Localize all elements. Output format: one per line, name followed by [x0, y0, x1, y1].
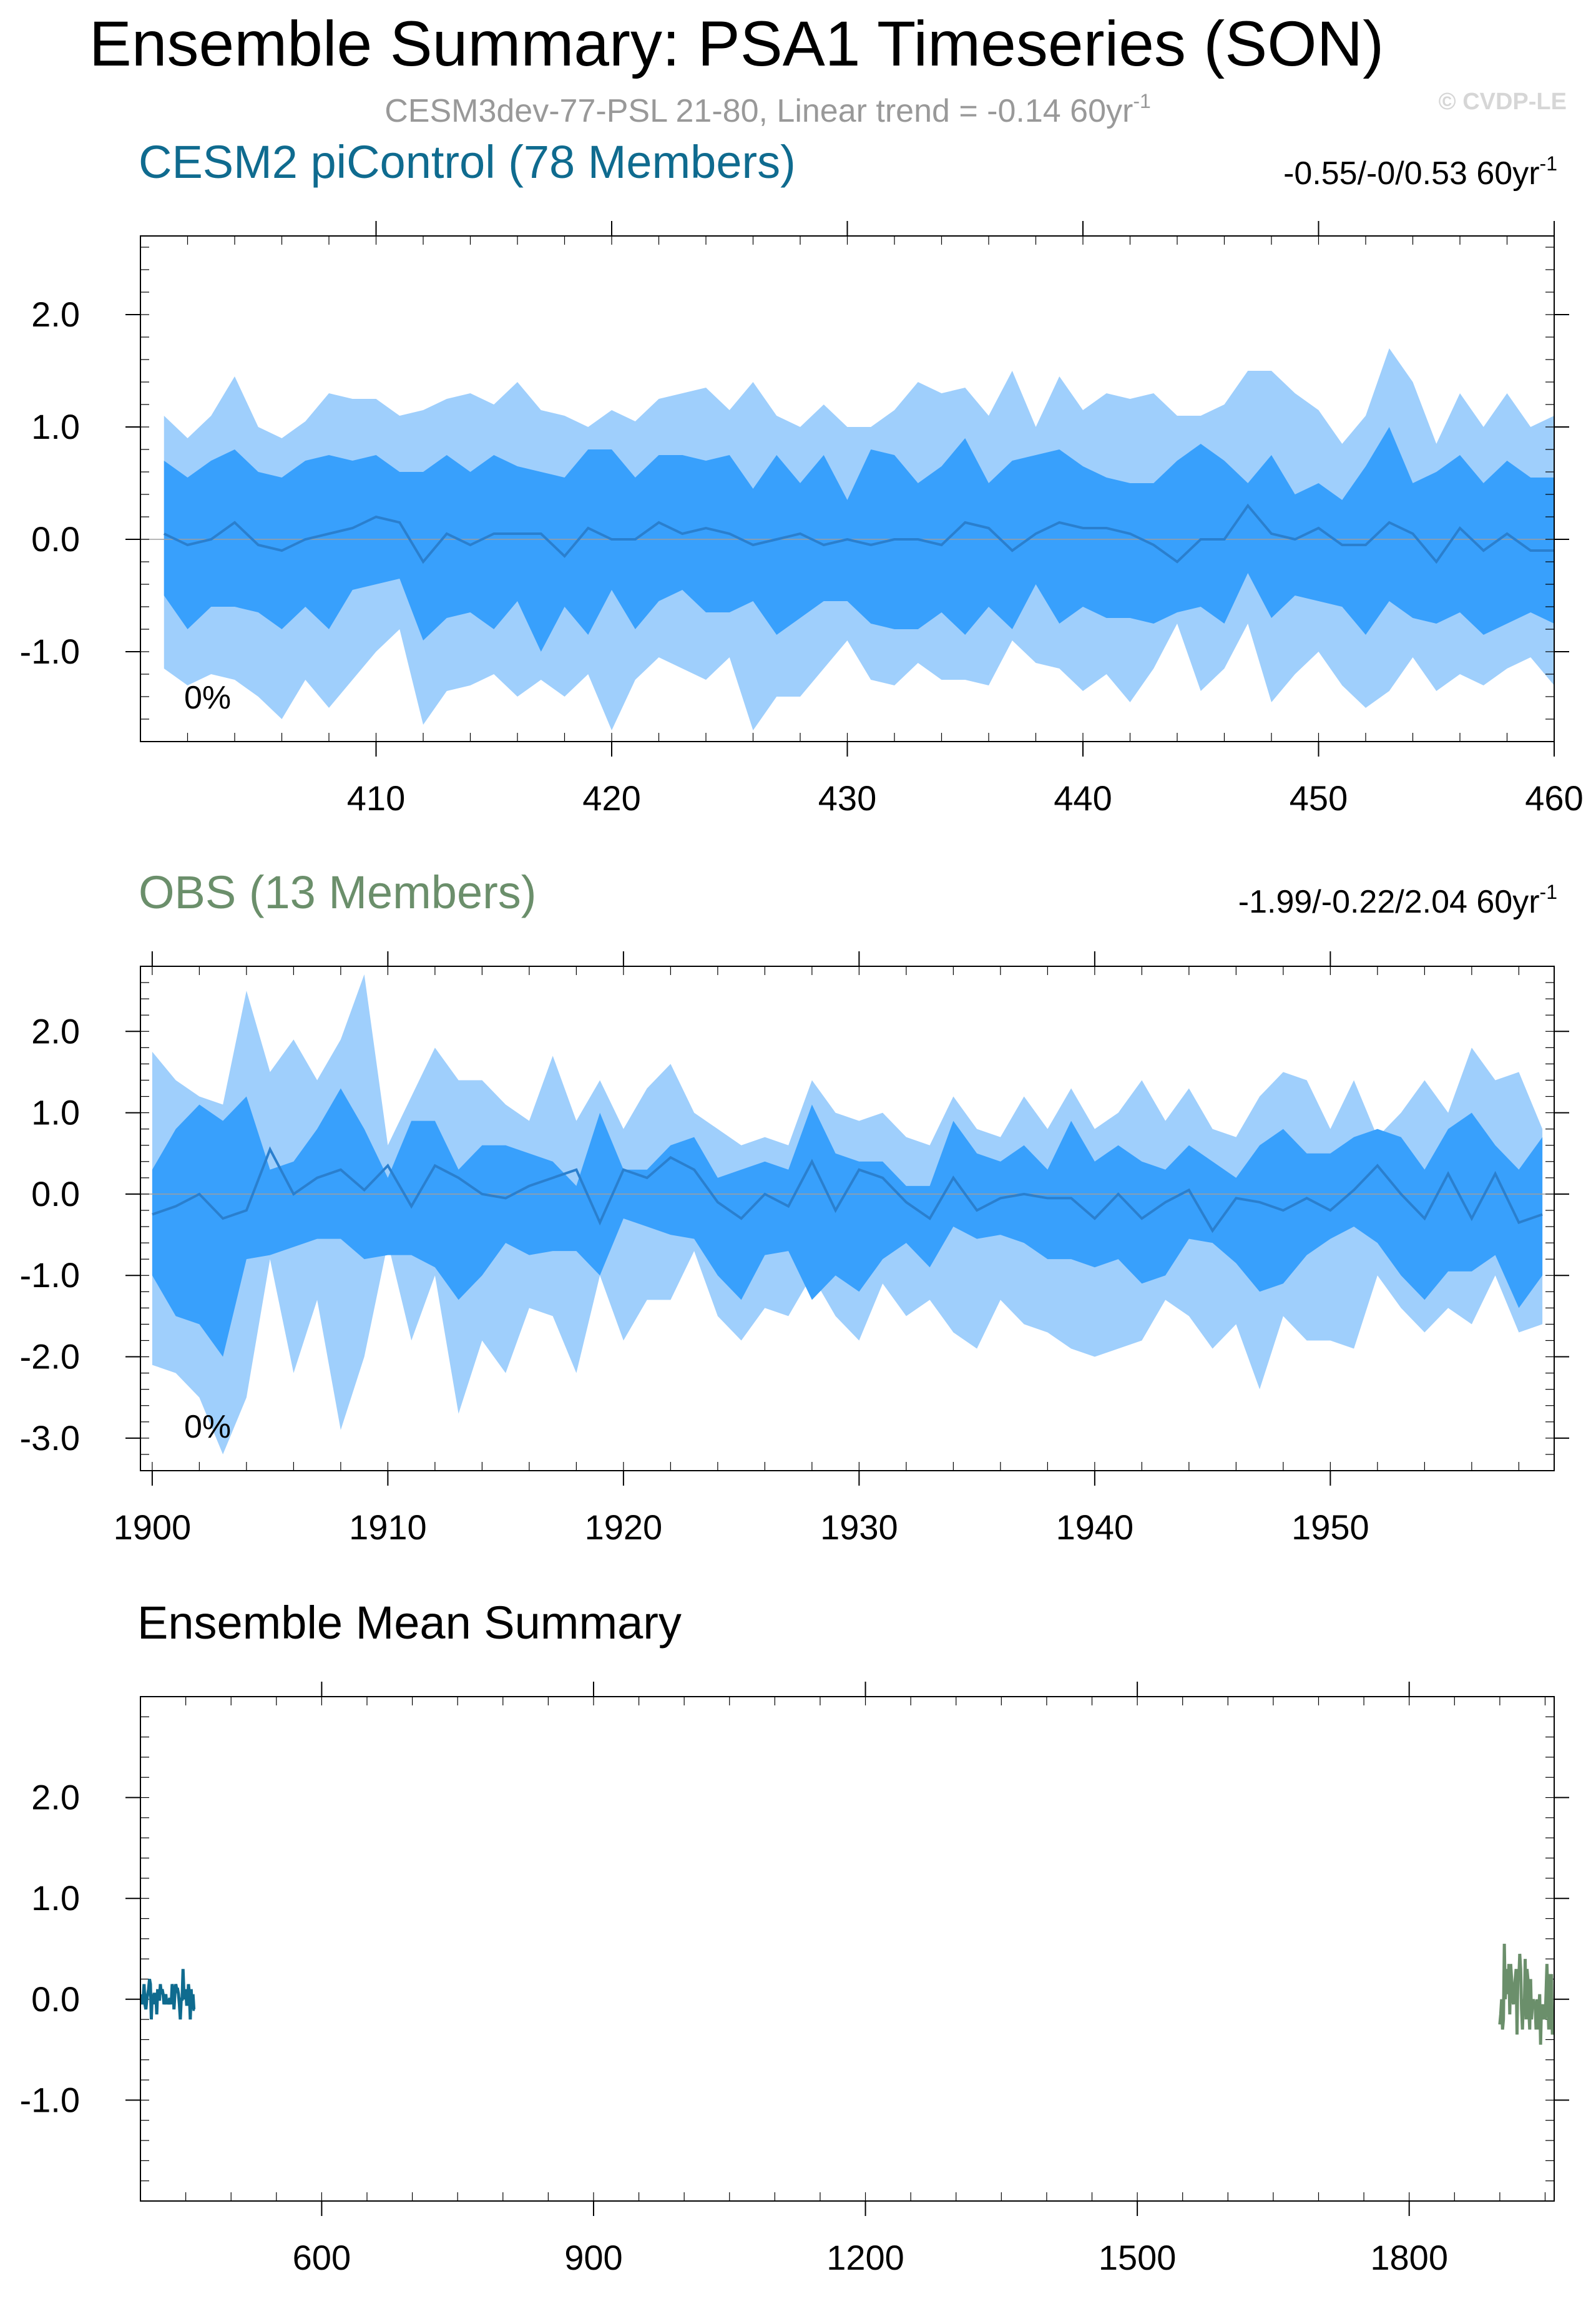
mean-x-tick-label: 600 — [293, 2238, 351, 2277]
mean-series-obs-line — [1498, 1943, 1555, 2045]
mean-series-cesm-line — [139, 1969, 196, 2020]
obs-x-tick-label: 1920 — [585, 1508, 663, 1547]
panel-mean-title: Ensemble Mean Summary — [137, 1597, 682, 1649]
mean-y-tick-label: 1.0 — [31, 1878, 80, 1918]
mean-y-tick-label: 0.0 — [31, 1979, 80, 2019]
obs-y-tick-label: -1.0 — [20, 1255, 81, 1295]
cesm-x-tick-label: 460 — [1525, 778, 1583, 818]
panel-cesm-trend-text: -0.55/-0/0.53 60yr — [1283, 155, 1539, 192]
panel-obs-title: OBS (13 Members) — [139, 866, 536, 918]
panel-obs: OBS (13 Members) -1.99/-0.22/2.04 60yr-1… — [20, 866, 1569, 1547]
obs-x-tick-label: 1940 — [1056, 1508, 1134, 1547]
obs-x-tick-label: 1950 — [1291, 1508, 1369, 1547]
panel-obs-trend: -1.99/-0.22/2.04 60yr-1 — [1238, 881, 1557, 920]
watermark: © CVDP-LE — [1439, 89, 1567, 115]
panel-cesm-trend: -0.55/-0/0.53 60yr-1 — [1283, 152, 1557, 192]
frame-cesm — [140, 235, 1555, 742]
mean-y-tick-label: -1.0 — [20, 2080, 81, 2119]
cesm-mean-line — [163, 503, 1554, 564]
mean-x-tick-label: 1200 — [826, 2238, 904, 2277]
obs-mean-line — [152, 1146, 1543, 1233]
plot-area-obs: 2.0 1.0 0.0 -1.0 -2.0 -3.0 1900 1910 1920 1930 194… — [20, 951, 1569, 1547]
cesm-x-tick-label: 430 — [818, 778, 876, 818]
figure-subtitle-sup: -1 — [1133, 90, 1150, 112]
frame-obs — [140, 966, 1555, 1471]
panel-cesm-title: CESM2 piControl (78 Members) — [139, 136, 796, 188]
cesm-x-tick-label: 410 — [347, 778, 405, 818]
obs-y-tick-label: 2.0 — [31, 1011, 80, 1051]
panel-obs-percent: 0% — [184, 1409, 231, 1445]
cesm-y-tick-label: 2.0 — [31, 295, 80, 334]
cesm-y-tick-label: 1.0 — [31, 407, 80, 446]
panel-cesm: CESM2 piControl (78 Members) -0.55/-0/0.… — [20, 136, 1584, 818]
mean-y-tick-label: 2.0 — [31, 1778, 80, 1817]
obs-x-tick-label: 1930 — [820, 1508, 898, 1547]
mean-x-tick-label: 1800 — [1370, 2238, 1448, 2277]
figure-subtitle: CESM3dev-77-PSL 21-80, Linear trend = -0… — [384, 90, 1151, 129]
obs-y-tick-label: -2.0 — [20, 1337, 81, 1376]
figure-title: Ensemble Summary: PSA1 Timeseries (SON) — [89, 8, 1384, 79]
cesm-x-tick-label: 450 — [1290, 778, 1348, 818]
panel-obs-trend-text: -1.99/-0.22/2.04 60yr — [1238, 884, 1540, 920]
obs-y-tick-label: -3.0 — [20, 1418, 81, 1458]
panel-cesm-trend-sup: -1 — [1540, 152, 1557, 175]
plot-area-cesm: 2.0 1.0 0.0 -1.0 410 420 430 440 450 460 — [20, 221, 1584, 818]
cesm-y-tick-label: -1.0 — [20, 632, 81, 671]
mean-x-tick-label: 900 — [564, 2238, 622, 2277]
cesm-x-tick-label: 440 — [1054, 778, 1112, 818]
cesm-y-tick-label: 0.0 — [31, 519, 80, 559]
panel-mean: Ensemble Mean Summary 2.0 1.0 0.0 -1.0 600 90… — [20, 1597, 1569, 2277]
plot-area-mean: 2.0 1.0 0.0 -1.0 600 900 1200 1500 1800 — [20, 1682, 1569, 2277]
panel-cesm-percent: 0% — [184, 680, 231, 716]
obs-inner-band — [152, 1088, 1543, 1357]
obs-y-tick-label: 0.0 — [31, 1174, 80, 1213]
cesm-x-tick-label: 420 — [582, 778, 640, 818]
mean-x-tick-label: 1500 — [1099, 2238, 1177, 2277]
obs-x-tick-label: 1910 — [349, 1508, 427, 1547]
obs-x-tick-label: 1900 — [114, 1508, 192, 1547]
obs-y-tick-label: 1.0 — [31, 1093, 80, 1132]
figure-subtitle-text: CESM3dev-77-PSL 21-80, Linear trend = -0… — [384, 93, 1133, 129]
frame-mean — [140, 1696, 1555, 2202]
panel-obs-trend-sup: -1 — [1540, 881, 1557, 903]
